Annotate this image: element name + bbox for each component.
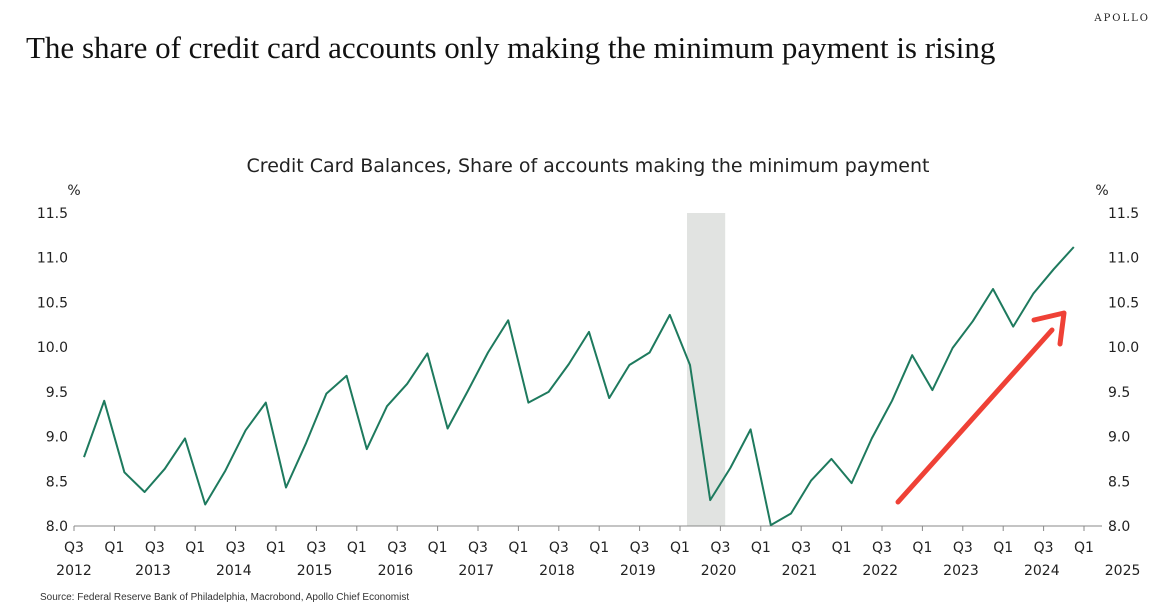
x-tick-label-quarter: Q1 <box>751 540 771 556</box>
y-tick-label-left: 10.0 <box>37 340 68 356</box>
x-tick-label-quarter: Q1 <box>670 540 690 556</box>
x-tick-label-quarter: Q1 <box>589 540 609 556</box>
x-tick-label-quarter: Q3 <box>549 540 569 556</box>
x-tick-label-year: 2023 <box>943 563 979 579</box>
x-tick-label-quarter: Q1 <box>266 540 286 556</box>
x-tick-label-quarter: Q3 <box>145 540 165 556</box>
x-tick-label-quarter: Q1 <box>1074 540 1094 556</box>
y-tick-label-left: 9.0 <box>46 430 68 446</box>
x-tick-label-quarter: Q3 <box>791 540 811 556</box>
rising-arrow-head <box>1031 310 1067 347</box>
x-tick-label-year: 2012 <box>56 563 92 579</box>
rising-arrow-shaft <box>895 327 1055 505</box>
x-tick-label-year: 2018 <box>539 563 575 579</box>
x-tick-label-year: 2016 <box>378 563 414 579</box>
x-tick-label-quarter: Q1 <box>104 540 124 556</box>
y-tick-label-left: 8.5 <box>46 474 68 490</box>
x-tick-label-quarter: Q3 <box>710 540 730 556</box>
x-tick-label-quarter: Q3 <box>872 540 892 556</box>
x-tick-label-year: 2025 <box>1105 563 1141 579</box>
y-unit-left: % <box>67 183 80 199</box>
y-tick-label-left: 10.5 <box>37 295 68 311</box>
x-tick-label-quarter: Q1 <box>912 540 932 556</box>
y-tick-label-right: 11.0 <box>1108 251 1139 267</box>
y-tick-label-right: 10.0 <box>1108 340 1139 356</box>
y-tick-label-left: 11.5 <box>37 206 68 222</box>
x-tick-label-quarter: Q3 <box>387 540 407 556</box>
x-tick-label-quarter: Q3 <box>226 540 246 556</box>
y-tick-label-right: 9.5 <box>1108 385 1130 401</box>
x-tick-label-quarter: Q3 <box>468 540 488 556</box>
x-tick-label-quarter: Q3 <box>306 540 326 556</box>
x-tick-label-year: 2020 <box>701 563 737 579</box>
x-tick-label-quarter: Q1 <box>428 540 448 556</box>
x-tick-label-year: 2022 <box>862 563 898 579</box>
y-tick-label-right: 9.0 <box>1108 430 1130 446</box>
x-tick-label-year: 2024 <box>1024 563 1060 579</box>
x-tick-label-year: 2014 <box>216 563 252 579</box>
x-tick-label-quarter: Q1 <box>832 540 852 556</box>
x-tick-label-quarter: Q1 <box>185 540 205 556</box>
x-tick-label-year: 2021 <box>782 563 818 579</box>
y-unit-right: % <box>1095 183 1108 199</box>
x-tick-label-quarter: Q3 <box>953 540 973 556</box>
chart-title: Credit Card Balances, Share of accounts … <box>247 155 930 177</box>
x-tick-label-quarter: Q3 <box>1034 540 1054 556</box>
source-note: Source: Federal Reserve Bank of Philadel… <box>40 592 410 603</box>
x-tick-label-quarter: Q3 <box>64 540 84 556</box>
y-tick-label-right: 8.0 <box>1108 519 1130 535</box>
x-tick-label-year: 2013 <box>135 563 171 579</box>
y-tick-label-left: 11.0 <box>37 251 68 267</box>
y-tick-label-right: 11.5 <box>1108 206 1139 222</box>
y-tick-label-left: 8.0 <box>46 519 68 535</box>
x-tick-label-quarter: Q1 <box>347 540 367 556</box>
x-tick-label-quarter: Q1 <box>508 540 528 556</box>
x-tick-label-quarter: Q1 <box>993 540 1013 556</box>
y-tick-label-right: 10.5 <box>1108 295 1139 311</box>
y-tick-label-right: 8.5 <box>1108 474 1130 490</box>
x-tick-label-year: 2017 <box>458 563 494 579</box>
x-tick-label-quarter: Q3 <box>630 540 650 556</box>
x-tick-label-year: 2019 <box>620 563 656 579</box>
series-line <box>83 246 1075 527</box>
brand-logo: APOLLO <box>1094 13 1150 24</box>
x-tick-label-year: 2015 <box>297 563 333 579</box>
y-tick-label-left: 9.5 <box>46 385 68 401</box>
page-title: The share of credit card accounts only m… <box>26 30 996 65</box>
